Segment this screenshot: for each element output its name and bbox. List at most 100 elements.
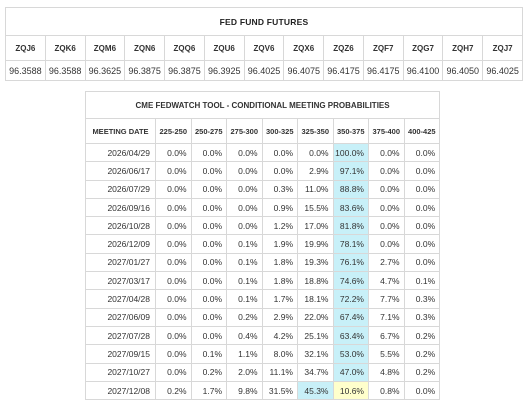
- probability-cell: 0.0%: [403, 197, 441, 218]
- futures-price: 96.3625: [84, 60, 126, 81]
- probability-cell: 0.2%: [155, 380, 192, 401]
- futures-price: 96.4075: [283, 60, 325, 81]
- probability-cell: 0.0%: [368, 197, 405, 218]
- probability-cell: 4.2%: [261, 325, 298, 346]
- probability-cell: 0.2%: [226, 307, 263, 327]
- probability-cell: 34.7%: [297, 362, 334, 382]
- probability-cell: 1.7%: [261, 289, 298, 309]
- probability-cell: 19.9%: [297, 234, 334, 254]
- probability-cell: 78.1%: [332, 234, 369, 254]
- probability-cell: 0.0%: [190, 179, 227, 199]
- probability-cell: 4.8%: [368, 362, 405, 382]
- probability-cell: 19.3%: [297, 252, 334, 273]
- probability-cell: 0.0%: [155, 289, 192, 309]
- meeting-date: 2027/09/15: [85, 344, 156, 364]
- rate-range-header: 300-325: [261, 118, 298, 144]
- meeting-row: 2027/10/27 0.0% 0.2% 2.0% 11.1% 34.7% 47.0% 4.8…: [85, 362, 441, 382]
- probability-cell: 0.0%: [155, 234, 192, 254]
- probability-cell: 18.1%: [297, 289, 334, 309]
- futures-price: 96.3588: [5, 60, 46, 81]
- meeting-date: 2027/07/28: [85, 325, 156, 346]
- probability-cell: 0.0%: [190, 197, 227, 218]
- meeting-date: 2026/04/29: [85, 142, 156, 163]
- meeting-date: 2027/04/28: [85, 289, 156, 309]
- probability-cell: 0.0%: [190, 161, 227, 181]
- meeting-row: 2027/09/15 0.0% 0.1% 1.1% 8.0% 32.1% 53.0% 5.5%…: [85, 344, 441, 364]
- futures-symbol: ZQG7: [402, 35, 444, 61]
- rate-range-header: 400-425: [403, 118, 441, 144]
- probability-cell: 0.1%: [226, 252, 263, 273]
- probability-cell: 7.1%: [368, 307, 405, 327]
- probability-cell: 5.5%: [368, 344, 405, 364]
- meeting-date: 2026/10/28: [85, 216, 156, 236]
- probability-cell: 8.0%: [261, 344, 298, 364]
- probability-cell: 22.0%: [297, 307, 334, 327]
- probability-cell: 0.0%: [368, 234, 405, 254]
- probability-cell: 7.7%: [368, 289, 405, 309]
- probability-cell: 18.8%: [297, 271, 334, 291]
- meeting-date: 2026/12/09: [85, 234, 156, 254]
- meeting-row: 2026/06/17 0.0% 0.0% 0.0% 0.0% 2.9% 97.1% 0.0% 0…: [85, 161, 441, 181]
- probability-cell: 74.6%: [332, 271, 369, 291]
- futures-symbol: ZQM6: [84, 35, 126, 61]
- meeting-date: 2026/06/17: [85, 161, 156, 181]
- probability-cell: 0.0%: [226, 197, 263, 218]
- probability-cell: 2.0%: [226, 362, 263, 382]
- rate-range-header: 375-400: [368, 118, 405, 144]
- probability-cell: 0.1%: [226, 271, 263, 291]
- probability-cell: 25.1%: [297, 325, 334, 346]
- rate-range-header: 275-300: [226, 118, 263, 144]
- meeting-row: 2027/01/27 0.0% 0.0% 0.1% 1.8% 19.3% 76.1% 2.7%…: [85, 252, 441, 273]
- probability-cell: 2.9%: [261, 307, 298, 327]
- probability-cell: 0.0%: [368, 142, 405, 163]
- probability-cell: 0.0%: [155, 344, 192, 364]
- probability-cell: 0.0%: [368, 179, 405, 199]
- futures-price: 96.3875: [164, 60, 205, 81]
- probability-cell: 0.3%: [261, 179, 298, 199]
- rate-range-header: 325-350: [297, 118, 334, 144]
- meeting-row: 2027/07/28 0.0% 0.0% 0.4% 4.2% 25.1% 63.4% 6.7%…: [85, 325, 441, 346]
- futures-price: 96.3875: [124, 60, 166, 81]
- futures-price: 96.4175: [323, 60, 364, 81]
- probability-cell: 0.0%: [190, 271, 227, 291]
- probability-cell: 45.3%: [297, 380, 334, 401]
- rate-range-header: 225-250: [155, 118, 192, 144]
- probability-cell: 9.8%: [226, 380, 263, 401]
- fedwatch-header-row: MEETING DATE 225-250 250-275 275-300 300-325…: [85, 118, 441, 144]
- probability-cell: 63.4%: [332, 325, 369, 346]
- probability-cell: 17.0%: [297, 216, 334, 236]
- futures-symbol: ZQX6: [283, 35, 325, 61]
- probability-cell: 11.1%: [261, 362, 298, 382]
- probability-cell: 67.4%: [332, 307, 369, 327]
- probability-cell: 81.8%: [332, 216, 369, 236]
- probability-cell: 0.9%: [261, 197, 298, 218]
- probability-cell: 0.0%: [226, 216, 263, 236]
- meeting-row: 2026/10/28 0.0% 0.0% 0.0% 1.2% 17.0% 81.8% 0.0%…: [85, 216, 441, 236]
- probability-cell: 0.0%: [190, 307, 227, 327]
- futures-price: 96.3925: [203, 60, 245, 81]
- probability-cell: 0.0%: [190, 325, 227, 346]
- probability-cell: 88.8%: [332, 179, 369, 199]
- probability-cell: 0.3%: [403, 307, 441, 327]
- meeting-row: 2027/06/09 0.0% 0.0% 0.2% 2.9% 22.0% 67.4% 7.1%…: [85, 307, 441, 327]
- meeting-date-header: MEETING DATE: [85, 118, 156, 144]
- futures-price: 96.3588: [44, 60, 86, 81]
- probability-cell: 1.7%: [190, 380, 227, 401]
- probability-cell: 6.7%: [368, 325, 405, 346]
- fedwatch-probabilities-table: CME FEDWATCH TOOL - CONDITIONAL MEETING …: [84, 91, 441, 401]
- futures-symbol: ZQN6: [124, 35, 166, 61]
- probability-cell: 0.2%: [403, 325, 441, 346]
- probability-cell: 0.0%: [190, 142, 227, 163]
- meeting-row: 2026/09/16 0.0% 0.0% 0.0% 0.9% 15.5% 83.6% 0.0%…: [85, 197, 441, 218]
- probability-cell: 0.0%: [155, 362, 192, 382]
- probability-cell: 0.2%: [403, 344, 441, 364]
- probability-cell: 0.1%: [226, 289, 263, 309]
- probability-cell: 0.0%: [190, 234, 227, 254]
- probability-cell: 0.0%: [297, 142, 334, 163]
- probability-cell: 0.2%: [190, 362, 227, 382]
- probability-cell: 97.1%: [332, 161, 369, 181]
- futures-symbol: ZQJ7: [482, 35, 523, 61]
- meeting-row: 2027/03/17 0.0% 0.0% 0.1% 1.8% 18.8% 74.6% 4.7%…: [85, 271, 441, 291]
- futures-symbol: ZQF7: [362, 35, 404, 61]
- probability-cell: 11.0%: [297, 179, 334, 199]
